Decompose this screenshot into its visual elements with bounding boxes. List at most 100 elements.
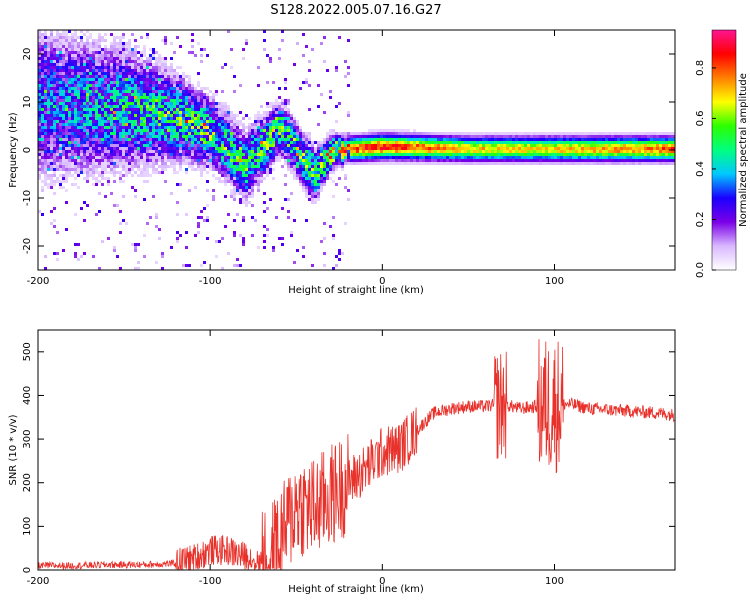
heatmap-cell <box>425 159 428 162</box>
heatmap-cell <box>191 126 194 129</box>
heatmap-cell <box>329 153 332 156</box>
heatmap-cell <box>323 144 326 147</box>
heatmap-cell <box>314 165 317 168</box>
heatmap-cell <box>533 159 536 162</box>
heatmap-cell <box>149 159 152 162</box>
heatmap-cell <box>125 120 128 123</box>
heatmap-cell <box>131 138 134 141</box>
heatmap-cell <box>212 135 215 138</box>
heatmap-cell <box>110 78 113 81</box>
heatmap-cell <box>47 78 50 81</box>
heatmap-cell <box>95 102 98 105</box>
heatmap-cell <box>458 144 461 147</box>
heatmap-cell <box>50 165 53 168</box>
heatmap-cell <box>140 132 143 135</box>
heatmap-cell <box>137 135 140 138</box>
heatmap-cell <box>308 141 311 144</box>
heatmap-cell <box>98 117 101 120</box>
heatmap-cell <box>335 105 338 108</box>
heatmap-cell <box>164 180 167 183</box>
heatmap-cell <box>77 135 80 138</box>
heatmap-cell <box>80 63 83 66</box>
heatmap-cell <box>641 144 644 147</box>
heatmap-cell <box>131 135 134 138</box>
heatmap-cell <box>608 156 611 159</box>
heatmap-cell <box>416 162 419 165</box>
heatmap-cell <box>152 48 155 51</box>
heatmap-cell <box>236 126 239 129</box>
heatmap-cell <box>143 174 146 177</box>
heatmap-cell <box>215 114 218 117</box>
heatmap-cell <box>239 144 242 147</box>
heatmap-cell <box>380 150 383 153</box>
heatmap-cell <box>158 132 161 135</box>
heatmap-cell <box>353 135 356 138</box>
heatmap-cell <box>161 90 164 93</box>
heatmap-cell <box>299 87 302 90</box>
heatmap-cell <box>266 207 269 210</box>
heatmap-cell <box>542 156 545 159</box>
heatmap-cell <box>140 57 143 60</box>
heatmap-cell <box>293 150 296 153</box>
heatmap-cell <box>446 132 449 135</box>
heatmap-cell <box>89 162 92 165</box>
heatmap-cell <box>212 111 215 114</box>
heatmap-cell <box>50 141 53 144</box>
heatmap-cell <box>425 156 428 159</box>
heatmap-cell <box>395 132 398 135</box>
heatmap-cell <box>74 147 77 150</box>
heatmap-cell <box>149 123 152 126</box>
heatmap-cell <box>206 204 209 207</box>
heatmap-cell <box>122 81 125 84</box>
heatmap-cell <box>80 72 83 75</box>
heatmap-cell <box>44 39 47 42</box>
heatmap-cell <box>515 135 518 138</box>
heatmap-cell <box>281 102 284 105</box>
heatmap-cell <box>95 87 98 90</box>
heatmap-cell <box>566 135 569 138</box>
heatmap-cell <box>77 144 80 147</box>
heatmap-cell <box>131 78 134 81</box>
heatmap-cell <box>41 138 44 141</box>
heatmap-cell <box>158 120 161 123</box>
heatmap-cell <box>590 141 593 144</box>
heatmap-cell <box>287 147 290 150</box>
heatmap-cell <box>140 141 143 144</box>
heatmap-cell <box>275 120 278 123</box>
heatmap-cell <box>95 60 98 63</box>
heatmap-cell <box>251 138 254 141</box>
heatmap-cell <box>41 126 44 129</box>
heatmap-cell <box>197 222 200 225</box>
heatmap-cell <box>128 165 131 168</box>
heatmap-cell <box>182 135 185 138</box>
heatmap-cell <box>425 150 428 153</box>
heatmap-cell <box>89 114 92 117</box>
heatmap-cell <box>626 156 629 159</box>
heatmap-cell <box>236 171 239 174</box>
heatmap-cell <box>152 120 155 123</box>
heatmap-cell <box>422 132 425 135</box>
heatmap-cell <box>413 159 416 162</box>
heatmap-cell <box>278 96 281 99</box>
heatmap-cell <box>308 174 311 177</box>
heatmap-cell <box>623 138 626 141</box>
heatmap-cell <box>221 150 224 153</box>
heatmap-cell <box>329 141 332 144</box>
heatmap-cell <box>269 132 272 135</box>
heatmap-cell <box>344 60 347 63</box>
heatmap-cell <box>344 186 347 189</box>
heatmap-cell <box>74 120 77 123</box>
heatmap-cell <box>293 153 296 156</box>
heatmap-cell <box>269 60 272 63</box>
heatmap-cell <box>617 150 620 153</box>
heatmap-cell <box>344 153 347 156</box>
heatmap-cell <box>665 135 668 138</box>
heatmap-cell <box>50 153 53 156</box>
heatmap-cell <box>47 162 50 165</box>
heatmap-cell <box>488 138 491 141</box>
heatmap-cell <box>50 156 53 159</box>
heatmap-cell <box>200 114 203 117</box>
heatmap-cell <box>236 114 239 117</box>
heatmap-cell <box>488 150 491 153</box>
heatmap-cell <box>551 153 554 156</box>
